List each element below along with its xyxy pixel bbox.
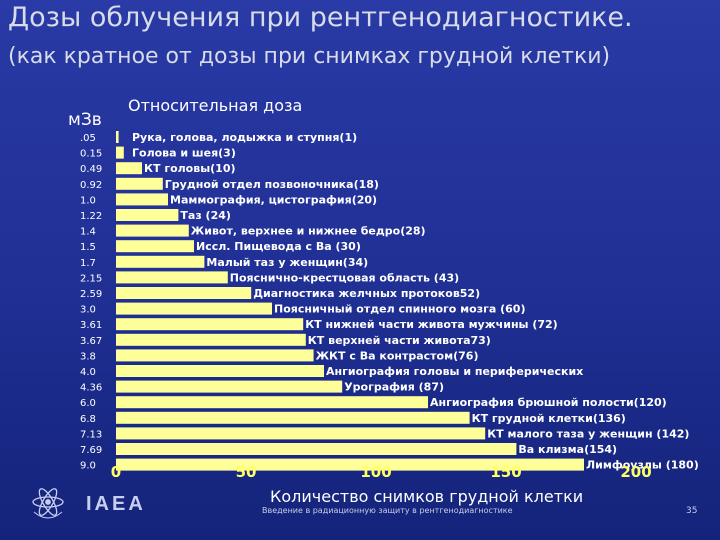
bar: [116, 365, 324, 377]
dose-label: 1.0: [80, 195, 96, 206]
bar-label: КТ головы(10): [144, 162, 236, 175]
dose-label: 3.67: [80, 336, 102, 347]
bar-label: КТ верхней части живота73): [308, 334, 491, 347]
bar-label: Ангиография брюшной полости(120): [430, 396, 667, 409]
dose-label: 2.15: [80, 273, 102, 284]
series-title: Относительная доза: [128, 96, 303, 115]
dose-label: 6.8: [80, 414, 96, 425]
bar: [116, 131, 119, 143]
slide-title: Дозы облучения при рентгенодиагностике.: [8, 2, 633, 33]
page-number: 35: [686, 506, 698, 516]
bar: [116, 427, 486, 440]
x-tick-label: 50: [236, 463, 257, 481]
bar-label: Ва клизма(154): [518, 443, 617, 456]
dose-label: 0.49: [80, 164, 102, 175]
bar: [116, 380, 343, 393]
bar-label: КТ малого таза у женщин (142): [487, 427, 689, 440]
bar-label: ЖКТ с Ва контрастом(76): [316, 349, 479, 362]
bar: [116, 177, 163, 190]
bar-label: Грудной отдел позвоночника(18): [165, 178, 379, 191]
bar-label: Рука, голова, лодыжка и ступня(1): [132, 131, 357, 144]
bar-label: КТ нижней части живота мужчины (72): [305, 318, 558, 331]
dose-label: 7.69: [80, 445, 102, 456]
slide-subtitle: (как кратное от дозы при снимках грудной…: [8, 44, 611, 69]
iaea-logo-text: IAEA: [86, 493, 146, 515]
bar: [116, 271, 228, 284]
bar: [116, 333, 306, 346]
bar: [116, 209, 179, 221]
dose-label: 1.4: [80, 227, 96, 238]
dose-label: 7.13: [80, 429, 102, 440]
dose-label: 1.7: [80, 258, 96, 269]
bar: [116, 146, 124, 159]
bar: [116, 443, 517, 455]
iaea-logo: IAEA: [32, 488, 146, 519]
footer-text: Введение в радиационную защиту в рентген…: [262, 506, 513, 515]
bar: [116, 162, 142, 175]
bar-label: Малый таз у женщин(34): [206, 256, 368, 269]
bar-label: Маммография, цистография(20): [170, 193, 377, 206]
bar: [116, 193, 168, 206]
y-axis-unit: мЗв: [68, 110, 102, 130]
dose-label: 1.22: [80, 211, 102, 222]
dose-label: 2.59: [80, 289, 102, 300]
bar-label: Диагностика желчных протоков52): [253, 287, 480, 300]
dose-label: 9.0: [80, 461, 96, 472]
dose-label: 1.5: [80, 242, 96, 253]
bar-label: Урография (87): [344, 381, 444, 394]
bar: [116, 349, 314, 362]
bar-label: Таз (24): [180, 209, 231, 222]
bar: [116, 302, 272, 315]
x-tick-label: 100: [360, 463, 391, 481]
bar: [116, 411, 470, 424]
bar-label: Голова и шея(3): [132, 147, 236, 160]
dose-label: 0.92: [80, 180, 102, 191]
bar: [116, 224, 189, 237]
bar: [116, 396, 428, 409]
dose-label: 0.15: [80, 149, 102, 160]
dose-label: 3.0: [80, 305, 96, 316]
bar: [116, 318, 304, 331]
x-tick-label: 200: [620, 463, 651, 481]
atom-emblem-icon: [32, 488, 64, 519]
x-axis-title: Количество снимков грудной клетки: [270, 487, 584, 506]
x-tick-label: 0: [111, 463, 121, 481]
bar: [116, 240, 194, 253]
bar-label: КТ грудной клетки(136): [472, 412, 626, 425]
bar-label: Ангиография головы и периферических: [326, 365, 583, 378]
dose-label: 3.61: [80, 320, 102, 331]
bar-label: Живот, верхнее и нижнее бедро(28): [191, 225, 426, 238]
x-tick-label: 150: [490, 463, 521, 481]
dose-label: 4.36: [80, 383, 102, 394]
bar-label: Лимфоузлы (180): [586, 459, 699, 472]
dose-label: 4.0: [80, 367, 96, 378]
bar: [116, 255, 205, 268]
bar: [116, 287, 252, 299]
bar-label: Пояснично-крестцовая область (43): [230, 271, 459, 284]
bar-label: Поясничный отдел спинного мозга (60): [274, 303, 525, 316]
bar: [116, 458, 584, 471]
dose-label: 6.0: [80, 398, 96, 409]
dose-label: .05: [80, 133, 96, 144]
dose-label: 3.8: [80, 351, 96, 362]
bar-label: Иссл. Пищевода с Ва (30): [196, 240, 361, 253]
